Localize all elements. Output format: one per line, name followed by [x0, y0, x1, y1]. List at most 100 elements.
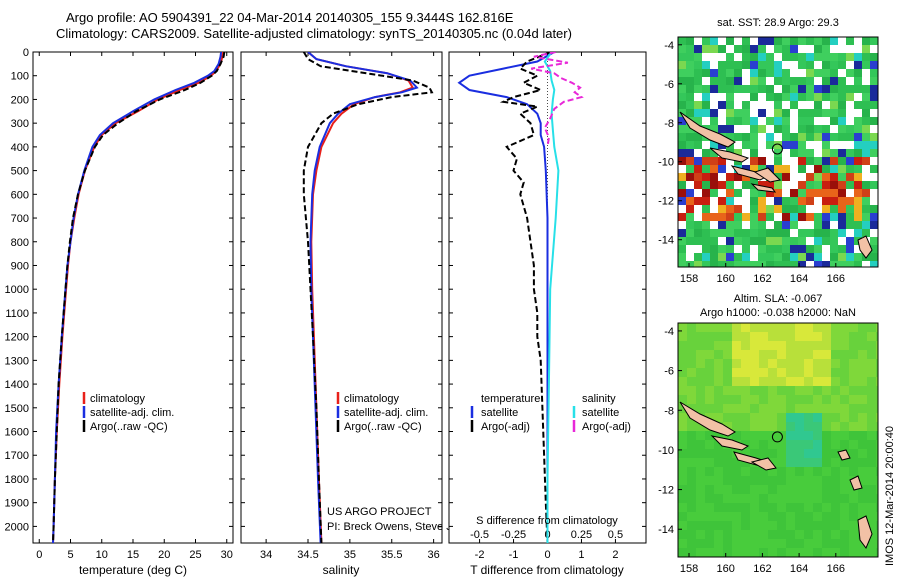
sla-cell: [741, 449, 750, 458]
sla-cell: [687, 332, 696, 341]
sst-cell: [846, 245, 854, 253]
sla-cell: [696, 332, 705, 341]
sst-cell: [694, 117, 702, 125]
island-choiseul: [709, 147, 750, 163]
salinity-x-axis: 34 34.5 35 35.5 36: [260, 52, 440, 561]
sla-cell: [840, 539, 849, 548]
sla-cell: [723, 467, 732, 476]
sla-cell: [696, 530, 705, 539]
lon-tick-label: 164: [790, 273, 808, 285]
sst-cell: [734, 205, 742, 213]
sla-cell: [867, 458, 876, 467]
sst-cell: [806, 173, 814, 181]
sst-cell: [798, 93, 806, 101]
sst-cell: [806, 229, 814, 237]
island-malaita: [753, 167, 782, 183]
sla-cell: [867, 377, 876, 386]
sst-cell: [758, 69, 766, 77]
sst-cell: [758, 109, 766, 117]
sla-cell: [750, 386, 759, 395]
sst-cell: [782, 165, 790, 173]
sla-cell: [759, 539, 768, 548]
sst-cell: [782, 245, 790, 253]
sst-cell: [686, 237, 694, 245]
sla-cell: [723, 539, 732, 548]
sst-cell: [870, 141, 878, 149]
sst-cell: [782, 69, 790, 77]
sst-cell: [686, 85, 694, 93]
salinity-legend: climatology satellite-adj. clim. Argo(..…: [336, 392, 428, 433]
sla-cell: [867, 413, 876, 422]
sla-cell: [768, 404, 777, 413]
sla-cell: [858, 485, 867, 494]
depth-tick-label: 1500: [5, 403, 29, 415]
sla-cell: [822, 341, 831, 350]
sla-cell: [687, 458, 696, 467]
sla-cell: [732, 503, 741, 512]
sla-cell: [696, 485, 705, 494]
sst-cell: [822, 69, 830, 77]
sst-cell: [702, 61, 710, 69]
sla-cell: [858, 431, 867, 440]
depth-tick-label: 900: [11, 260, 29, 272]
sla-cell: [786, 422, 795, 431]
x-tick-label: 15: [127, 549, 139, 561]
sla-cell: [858, 494, 867, 503]
sst-cell: [790, 53, 798, 61]
sla-cell: [840, 458, 849, 467]
sst-cell: [854, 77, 862, 85]
sst-cell: [774, 149, 782, 157]
x-tick-label: 0: [544, 549, 550, 561]
sst-cell: [846, 125, 854, 133]
temperature-panel: 0100200300400500600700800900100011001200…: [5, 47, 234, 577]
sla-cell: [777, 548, 786, 557]
sla-cell: [858, 368, 867, 377]
sla-cell: [741, 548, 750, 557]
temperature-lines: [52, 52, 226, 543]
sla-cell: [867, 521, 876, 530]
sla-cell: [831, 458, 840, 467]
sla-cell: [768, 440, 777, 449]
sst-cell: [782, 261, 790, 267]
island-malaita: [750, 457, 777, 471]
sst-cell: [822, 93, 830, 101]
sla-cell: [777, 332, 786, 341]
sla-cell: [867, 440, 876, 449]
lon-tick-label: 166: [827, 563, 845, 575]
sla-cell: [858, 332, 867, 341]
sst-cell: [686, 157, 694, 165]
sla-cell: [714, 539, 723, 548]
sst-cell: [854, 213, 862, 221]
sst-cell: [686, 197, 694, 205]
sst-cell: [790, 149, 798, 157]
series-line-argo-raw-qc: [302, 52, 434, 543]
sla-cell: [849, 449, 858, 458]
sla-cell: [732, 323, 741, 332]
sst-cell: [734, 61, 742, 69]
sla-cell: [696, 521, 705, 530]
sst-cell: [814, 229, 822, 237]
sst-cell: [798, 189, 806, 197]
sst-cell: [798, 117, 806, 125]
sst-cell: [718, 125, 726, 133]
sla-cell: [876, 503, 878, 512]
sla-cell: [678, 377, 687, 386]
series-line-salinity-argo-adj: [531, 52, 584, 148]
sla-cell: [750, 332, 759, 341]
sst-cell: [702, 173, 710, 181]
sst-cell: [750, 53, 758, 61]
sla-cell: [777, 431, 786, 440]
sla-cell: [795, 458, 804, 467]
series-line-temperature-argo-adj: [499, 52, 552, 543]
sst-cell: [734, 221, 742, 229]
sst-cell: [766, 141, 774, 149]
sla-cell: [678, 503, 687, 512]
sst-cell: [750, 229, 758, 237]
sla-cell: [732, 458, 741, 467]
sst-cell: [694, 173, 702, 181]
sla-cell: [849, 440, 858, 449]
sla-cell: [705, 530, 714, 539]
sst-cell: [726, 37, 734, 45]
sst-cell: [678, 93, 686, 101]
sst-cell: [822, 53, 830, 61]
